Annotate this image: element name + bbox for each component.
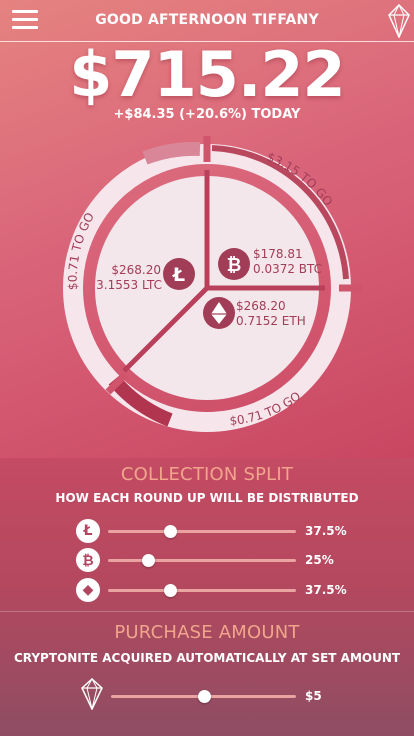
greeting-title: GOOD AFTERNOON TIFFANY xyxy=(95,12,319,28)
eth-value: $268.20 xyxy=(236,299,286,313)
slider-thumb[interactable] xyxy=(164,525,178,538)
purchase-amount-value: $5 xyxy=(305,689,322,703)
app-header: GOOD AFTERNOON TIFFANY xyxy=(0,0,414,42)
ring-progress-ltc xyxy=(142,141,201,165)
ltc-value: $268.20 xyxy=(111,263,161,277)
split-row-eth: ◆ 37.5% xyxy=(0,578,414,604)
btc-value: $178.81 xyxy=(253,247,303,261)
collection-split-title: COLLECTION SPLIT xyxy=(120,464,294,485)
btc-split-slider[interactable] xyxy=(108,554,296,567)
portfolio-pie-chart[interactable]: $268.20 3.1553 LTC Ł ₿ $178.81 0.0372 BT… xyxy=(0,0,414,458)
ring-progress-btc xyxy=(211,145,349,280)
bitcoin-icon: ₿ xyxy=(218,248,250,280)
slider-thumb[interactable] xyxy=(142,554,156,567)
purchase-amount-subtitle: CRYPTONITE ACQUIRED AUTOMATICALLY AT SET… xyxy=(13,651,401,665)
svg-text:₿: ₿ xyxy=(227,255,242,276)
ethereum-icon: ◆ xyxy=(76,578,100,602)
total-balance: $715.22 xyxy=(69,38,345,111)
purchase-amount-row: $5 xyxy=(0,678,414,710)
btc-amount: 0.0372 BTC xyxy=(253,262,322,276)
split-row-ltc: Ł 37.5% xyxy=(0,519,414,545)
eth-split-percent: 37.5% xyxy=(305,583,347,597)
eth-amount: 0.7152 ETH xyxy=(236,314,306,328)
slider-thumb[interactable] xyxy=(197,690,211,703)
ltc-split-slider[interactable] xyxy=(108,525,296,538)
daily-change: +$84.35 (+20.6%) TODAY xyxy=(113,107,301,122)
section-divider xyxy=(0,611,414,612)
diamond-icon xyxy=(81,678,103,710)
btc-split-percent: 25% xyxy=(305,553,334,567)
bitcoin-icon: ₿ xyxy=(76,548,100,572)
slider-thumb[interactable] xyxy=(164,584,178,597)
portfolio-panel: GOOD AFTERNOON TIFFANY $715.22 +$84.35 (… xyxy=(0,0,414,458)
litecoin-icon: Ł xyxy=(76,519,100,543)
hamburger-menu-icon[interactable] xyxy=(12,10,38,32)
purchase-amount-title: PURCHASE AMOUNT xyxy=(114,622,300,643)
ltc-split-percent: 37.5% xyxy=(305,524,347,538)
split-row-btc: ₿ 25% xyxy=(0,548,414,574)
settings-panel: COLLECTION SPLIT HOW EACH ROUND UP WILL … xyxy=(0,458,414,736)
purchase-amount-slider[interactable] xyxy=(111,690,296,703)
diamond-icon[interactable] xyxy=(387,4,411,38)
ltc-amount: 3.1553 LTC xyxy=(96,278,162,292)
ring-gap xyxy=(105,372,128,395)
svg-text:Ł: Ł xyxy=(172,264,185,286)
litecoin-icon: Ł xyxy=(163,258,195,290)
eth-split-slider[interactable] xyxy=(108,584,296,597)
collection-split-subtitle: HOW EACH ROUND UP WILL BE DISTRIBUTED xyxy=(55,491,359,505)
ethereum-icon xyxy=(203,297,235,329)
pie-divider xyxy=(122,286,209,373)
